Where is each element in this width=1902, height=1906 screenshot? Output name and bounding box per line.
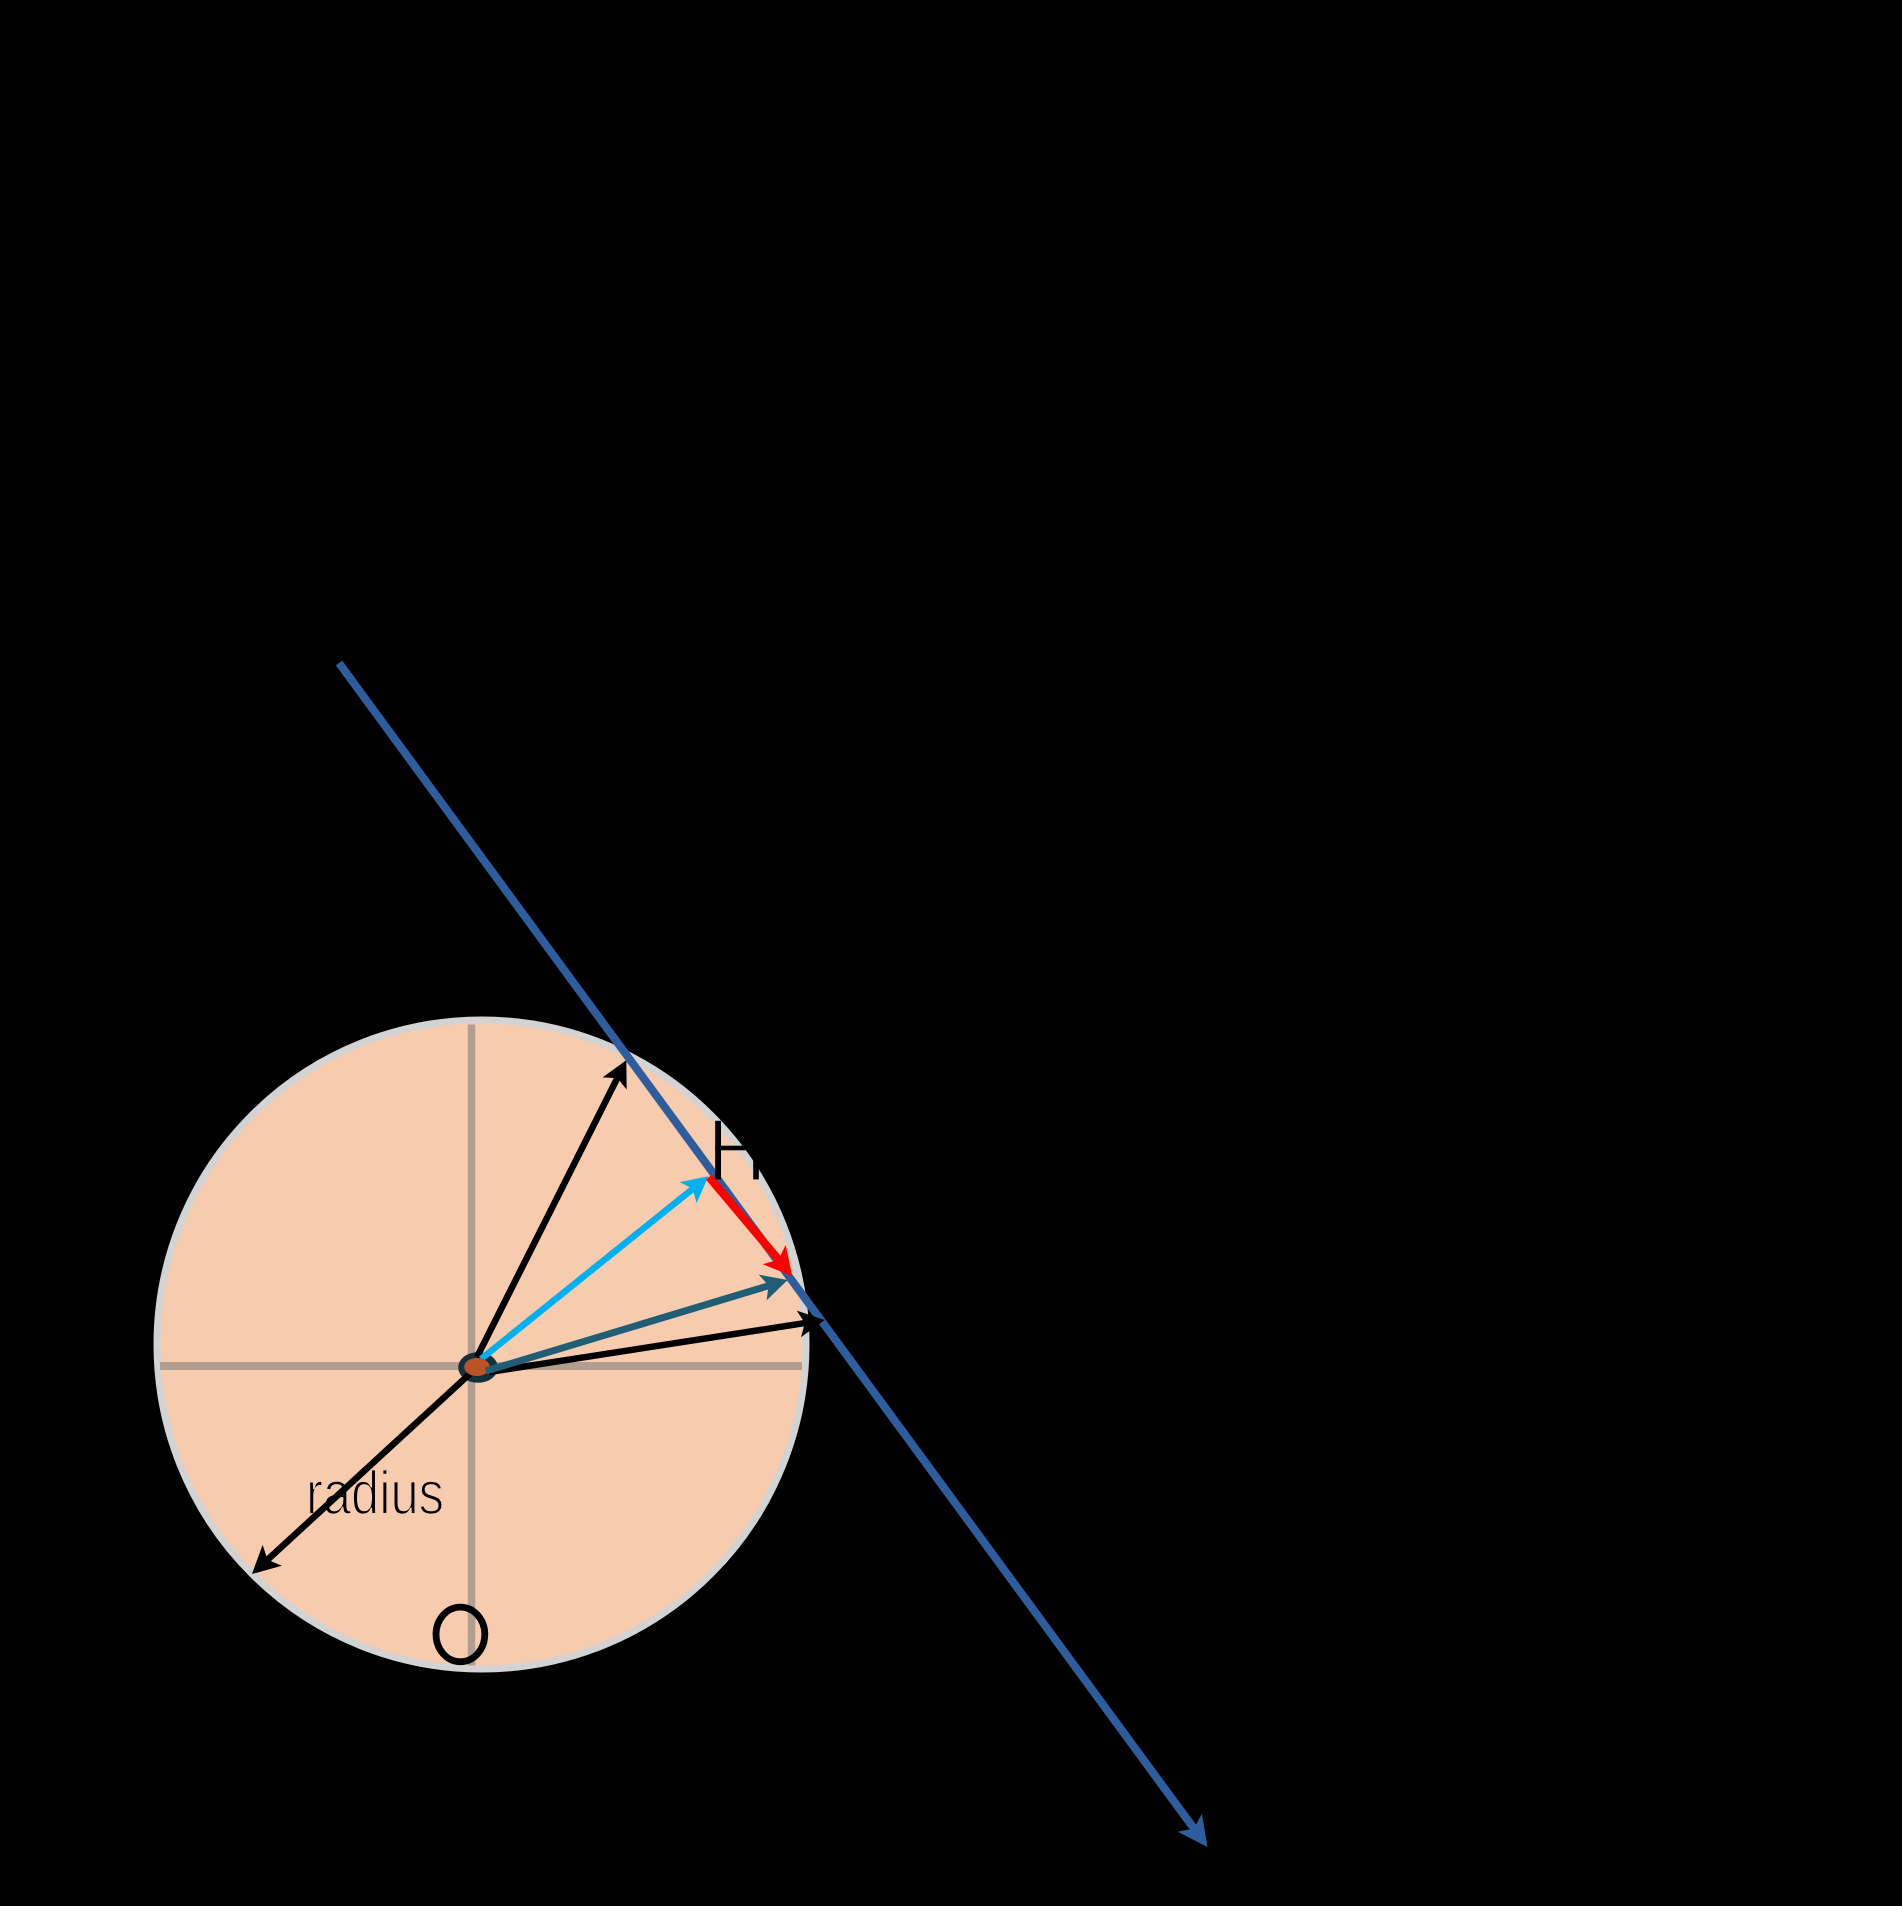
svg-text:radius: radius <box>306 1459 444 1527</box>
